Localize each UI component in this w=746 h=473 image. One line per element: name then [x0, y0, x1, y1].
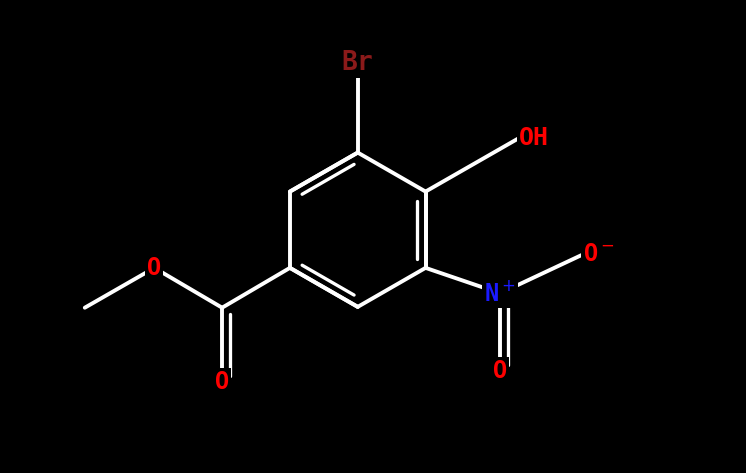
- Text: O$^-$: O$^-$: [583, 242, 615, 266]
- Text: OH: OH: [518, 126, 549, 150]
- Text: N$^+$: N$^+$: [484, 281, 516, 306]
- Text: Br: Br: [342, 50, 374, 76]
- Text: O: O: [147, 256, 161, 280]
- Text: O: O: [215, 370, 229, 394]
- Text: O: O: [493, 359, 507, 383]
